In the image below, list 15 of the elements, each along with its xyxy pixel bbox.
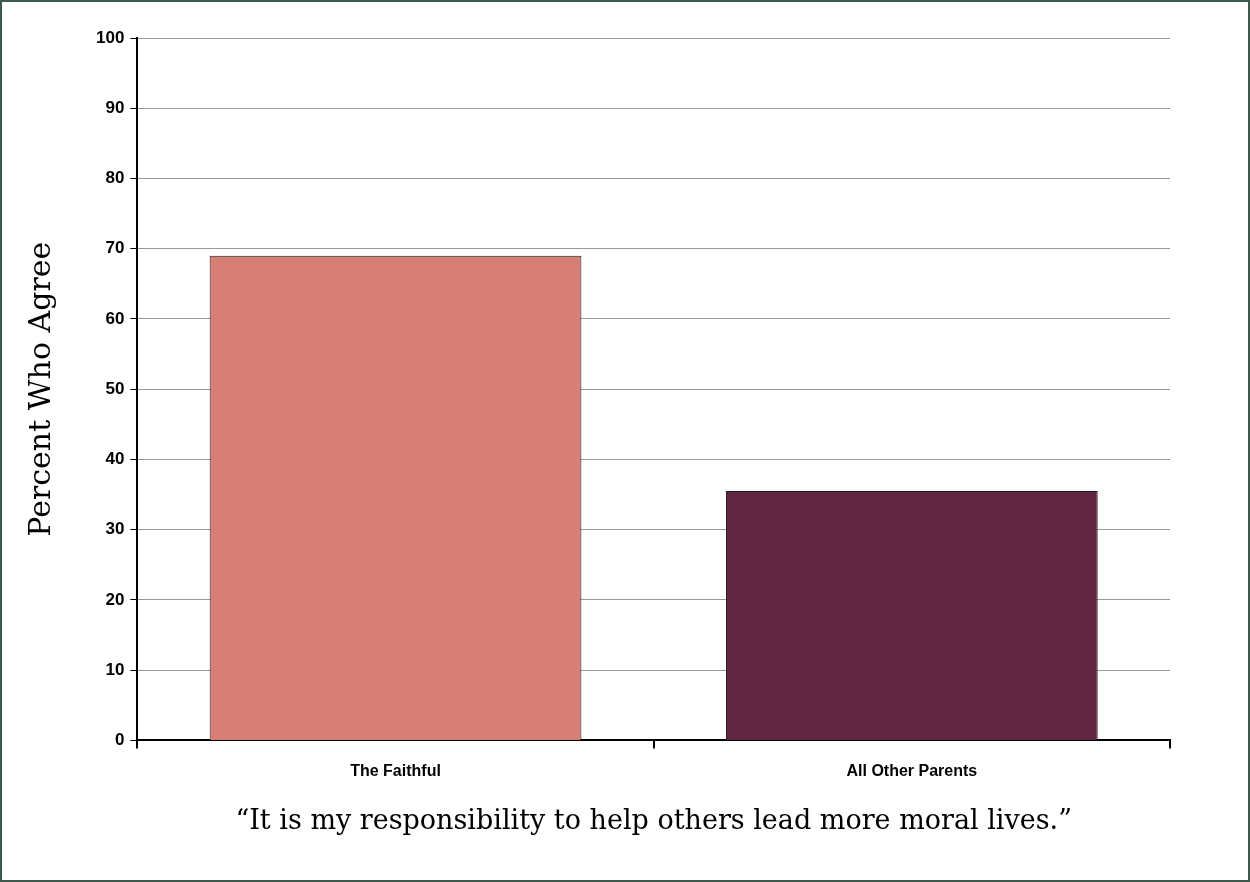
- y-tick-label: 50: [105, 378, 125, 398]
- y-axis-title: Percent Who Agree: [21, 241, 57, 537]
- x-axis-title: “It is my responsibility to help others lead more moral lives.”: [235, 803, 1072, 835]
- y-tick-label: 80: [105, 168, 125, 188]
- y-tick-label: 20: [105, 589, 125, 609]
- y-tick-label: 10: [105, 659, 125, 679]
- y-tick-label: 60: [105, 308, 125, 328]
- y-tick-label: 40: [105, 449, 125, 469]
- y-tick-label: 30: [105, 519, 125, 539]
- x-tick-label: All Other Parents: [846, 762, 978, 780]
- x-tick-label: The Faithful: [350, 762, 441, 780]
- y-tick-label: 70: [105, 238, 125, 258]
- y-tick-label: 100: [95, 27, 125, 47]
- y-tick-label: 90: [105, 97, 125, 117]
- y-tick-label: 0: [114, 730, 125, 750]
